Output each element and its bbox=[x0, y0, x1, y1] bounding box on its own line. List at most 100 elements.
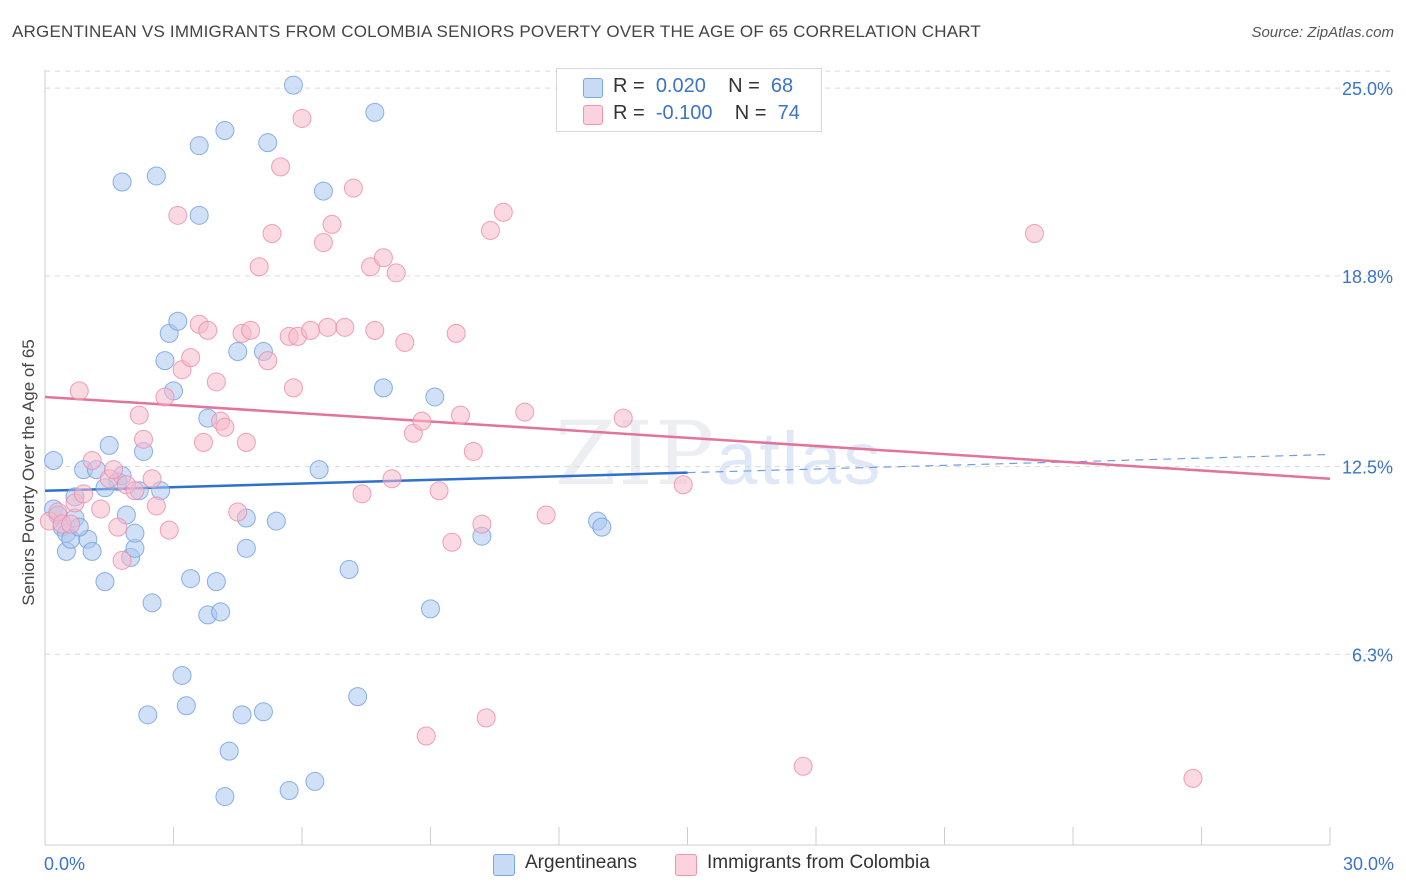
legend-n-value: 74 bbox=[777, 102, 800, 124]
data-point bbox=[176, 696, 196, 716]
data-point bbox=[61, 514, 81, 534]
data-point bbox=[442, 532, 462, 552]
legend-r-value: 0.020 bbox=[655, 75, 706, 97]
grid-lines bbox=[45, 70, 1395, 655]
data-point bbox=[44, 451, 64, 471]
y-tick-label: 12.5% bbox=[1342, 458, 1393, 478]
data-point bbox=[395, 332, 415, 352]
data-point bbox=[232, 705, 252, 725]
axes bbox=[44, 70, 1331, 846]
data-point bbox=[425, 387, 445, 407]
chart-source: Source: ZipAtlas.com bbox=[1251, 24, 1394, 41]
data-point bbox=[463, 441, 483, 461]
data-point bbox=[480, 220, 500, 240]
data-point bbox=[104, 460, 124, 480]
data-point bbox=[219, 741, 239, 761]
data-point bbox=[673, 475, 693, 495]
data-point bbox=[228, 502, 248, 522]
legend-r-value: -0.100 bbox=[655, 102, 713, 124]
data-point bbox=[181, 569, 201, 589]
data-point bbox=[146, 496, 166, 516]
data-point bbox=[146, 166, 166, 186]
data-point bbox=[181, 348, 201, 368]
data-point bbox=[450, 405, 470, 425]
bottom-legend-label: Argentineans bbox=[525, 852, 637, 873]
data-point bbox=[305, 771, 325, 791]
data-point bbox=[189, 136, 209, 156]
legend-swatch-blue bbox=[583, 78, 603, 98]
data-point bbox=[91, 499, 111, 519]
data-point bbox=[386, 263, 406, 283]
legend-r-label: R = bbox=[613, 102, 645, 124]
data-point bbox=[138, 705, 158, 725]
data-point bbox=[318, 317, 338, 337]
data-point bbox=[82, 541, 102, 561]
data-point bbox=[155, 351, 175, 371]
data-point bbox=[429, 481, 449, 501]
data-point bbox=[301, 320, 321, 340]
x-tick-label: 0.0% bbox=[44, 854, 85, 874]
data-point bbox=[335, 317, 355, 337]
data-point bbox=[365, 102, 385, 122]
data-point bbox=[215, 121, 235, 141]
series-argentineans bbox=[44, 75, 612, 807]
data-point bbox=[249, 257, 269, 277]
data-point bbox=[82, 451, 102, 471]
data-point bbox=[211, 602, 231, 622]
data-point bbox=[309, 460, 329, 480]
y-axis-label: Seniors Poverty Over the Age of 65 bbox=[19, 339, 38, 605]
data-point bbox=[236, 538, 256, 558]
data-point bbox=[198, 320, 218, 340]
data-point bbox=[168, 205, 188, 225]
data-point bbox=[99, 435, 119, 455]
data-point bbox=[313, 181, 333, 201]
y-tick-label: 18.8% bbox=[1342, 267, 1393, 287]
data-point bbox=[412, 411, 432, 431]
data-point bbox=[536, 505, 556, 525]
data-point bbox=[382, 469, 402, 489]
data-point bbox=[373, 378, 393, 398]
bottom-legend-label: Immigrants from Colombia bbox=[707, 852, 930, 873]
y-tick-label: 25.0% bbox=[1342, 79, 1393, 99]
data-point bbox=[241, 320, 261, 340]
data-point bbox=[283, 75, 303, 95]
data-point bbox=[592, 517, 612, 537]
data-point bbox=[472, 514, 492, 534]
data-point bbox=[365, 320, 385, 340]
data-point bbox=[416, 726, 436, 746]
data-point bbox=[159, 520, 179, 540]
x-tick-label: 30.0% bbox=[1343, 854, 1394, 874]
data-point bbox=[142, 593, 162, 613]
axis-labels: 6.3% 12.5% 18.8% 25.0% 0.0% 30.0% Seniors Pove… bbox=[19, 79, 1394, 874]
data-point bbox=[228, 342, 248, 362]
legend-n-label: N = bbox=[734, 102, 767, 124]
legend-n-value: 68 bbox=[770, 75, 794, 97]
data-point bbox=[373, 248, 393, 268]
data-point bbox=[189, 205, 209, 225]
data-point bbox=[206, 372, 226, 392]
data-point bbox=[236, 432, 256, 452]
data-point bbox=[446, 323, 466, 343]
data-point bbox=[343, 178, 363, 198]
data-point bbox=[352, 484, 372, 504]
data-point bbox=[793, 756, 813, 776]
data-point bbox=[125, 523, 145, 543]
data-point bbox=[515, 402, 535, 422]
data-point bbox=[262, 223, 282, 243]
data-point bbox=[215, 787, 235, 807]
data-points bbox=[39, 75, 1203, 807]
data-point bbox=[1183, 768, 1203, 788]
data-point bbox=[112, 172, 132, 192]
chart-title: ARGENTINEAN VS IMMIGRANTS FROM COLOMBIA … bbox=[12, 22, 981, 41]
data-point bbox=[613, 408, 633, 428]
data-point bbox=[253, 702, 273, 722]
data-point bbox=[271, 157, 291, 177]
legend-r-label: R = bbox=[613, 75, 645, 97]
y-tick-label: 6.3% bbox=[1352, 645, 1393, 665]
data-point bbox=[279, 781, 299, 801]
data-point bbox=[172, 665, 192, 685]
data-point bbox=[69, 381, 89, 401]
data-point bbox=[206, 572, 226, 592]
data-point bbox=[348, 687, 368, 707]
watermark-atlas: atlas bbox=[716, 417, 883, 500]
